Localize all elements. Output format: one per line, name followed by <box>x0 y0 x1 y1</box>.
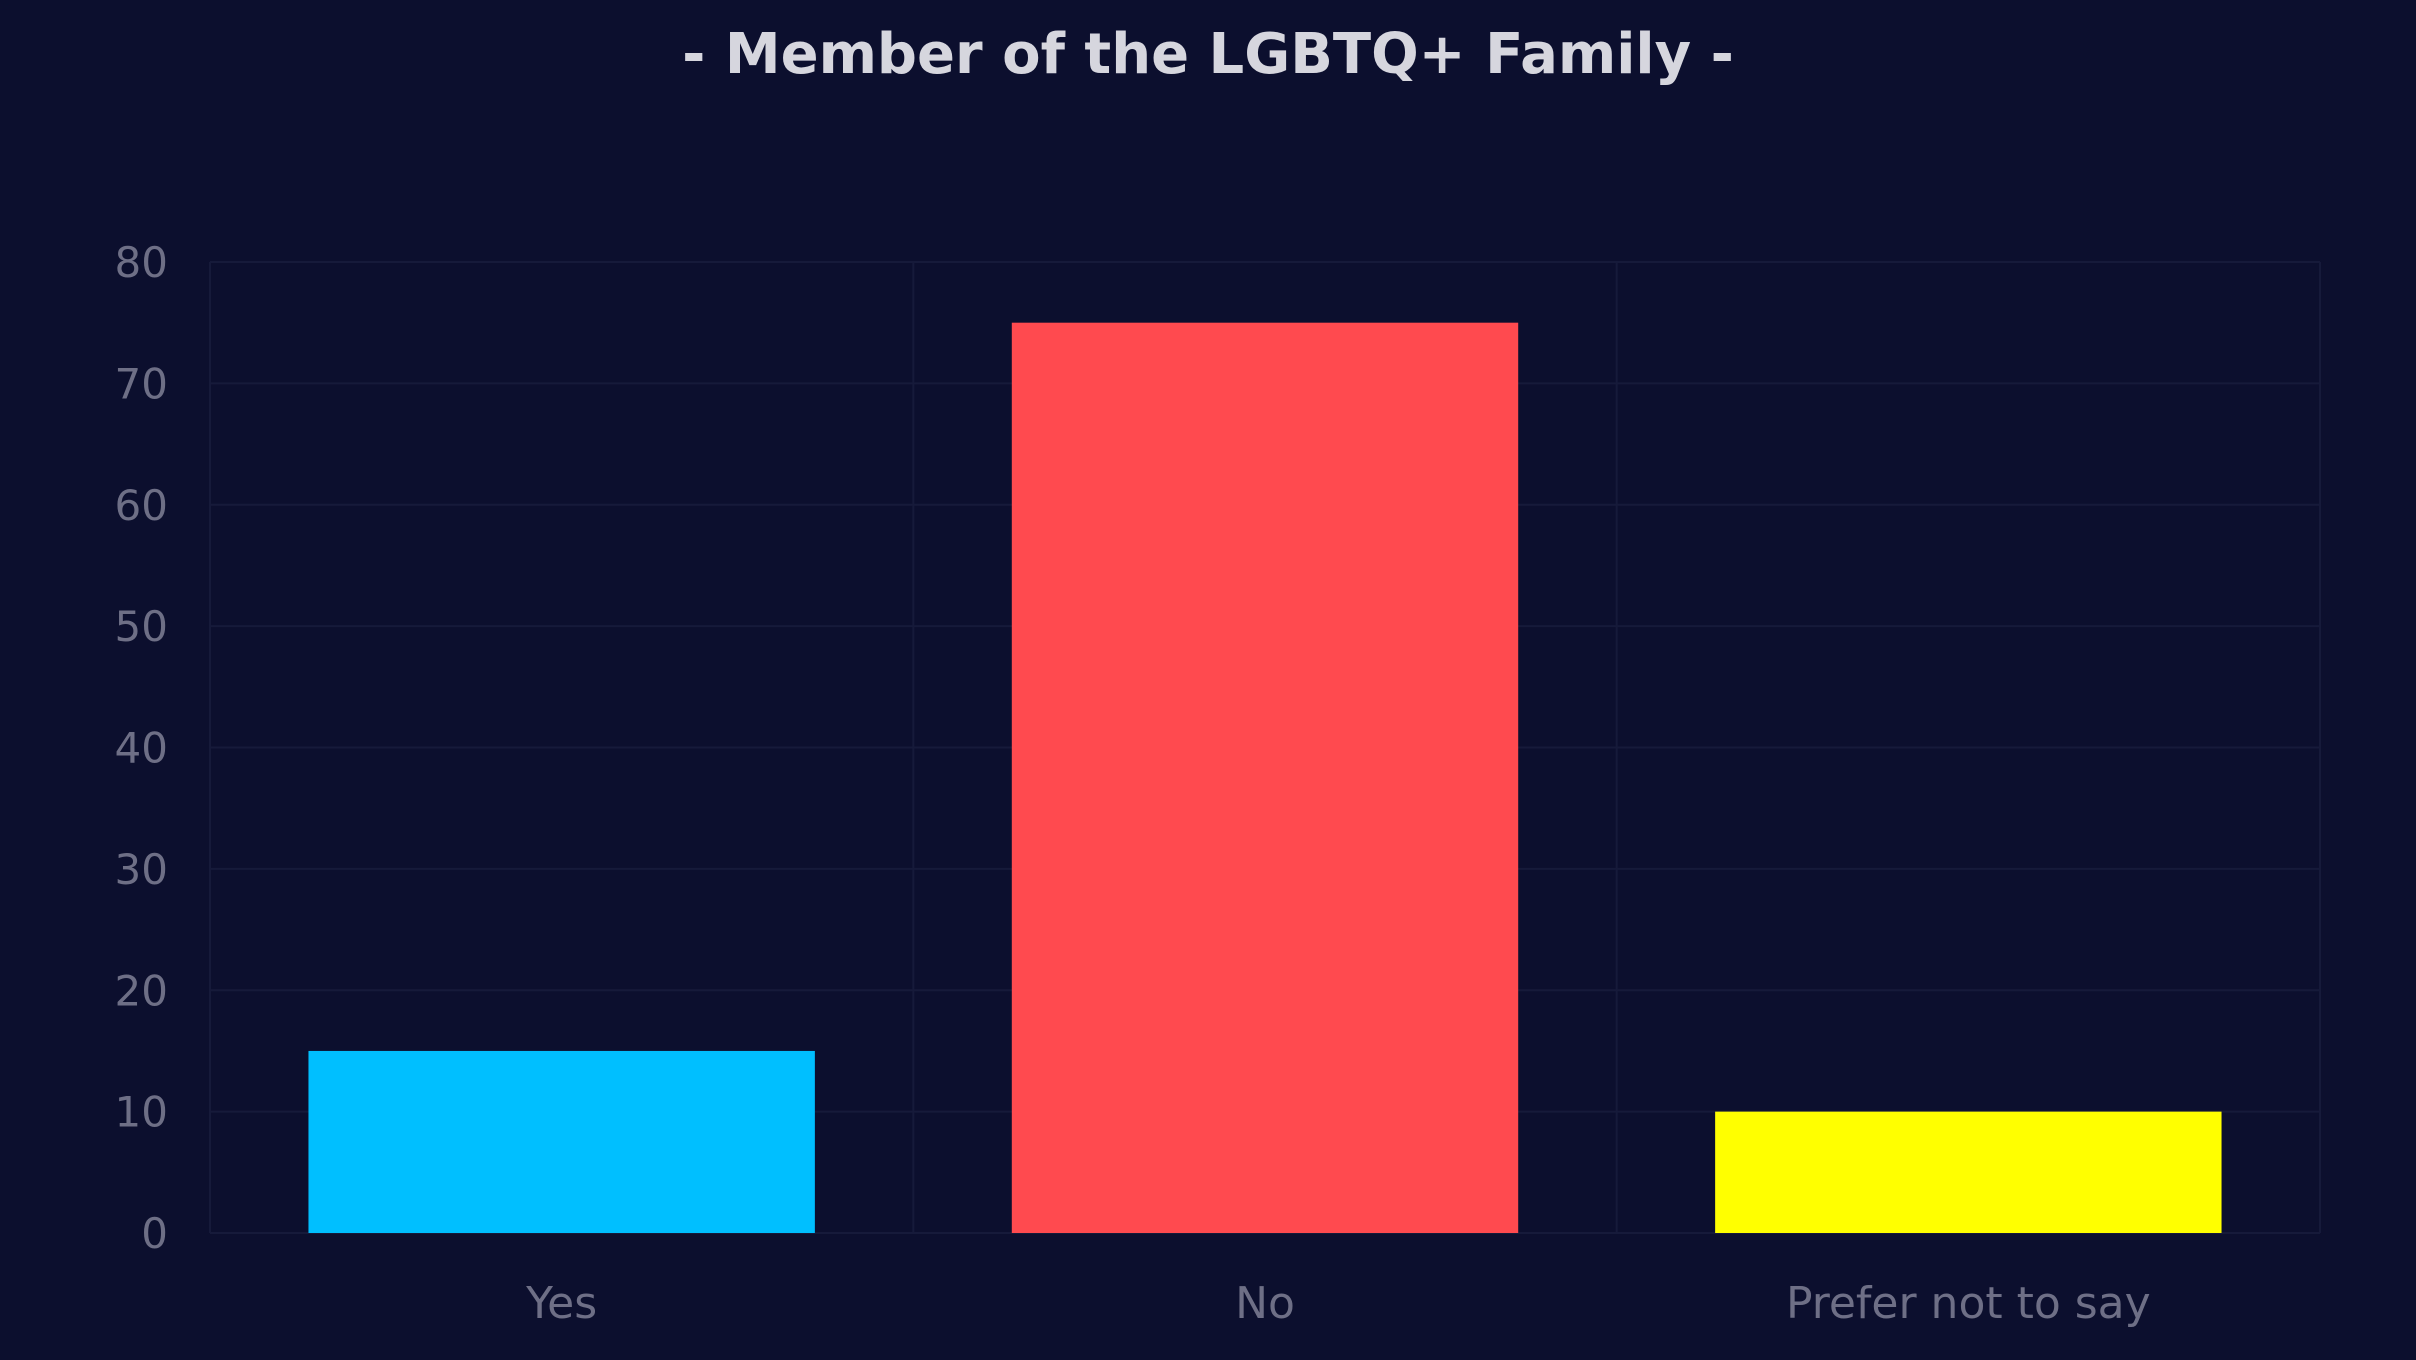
y-tick-label-30: 30 <box>115 845 168 894</box>
y-tick-label-40: 40 <box>115 724 168 773</box>
y-tick-label-20: 20 <box>115 966 168 1015</box>
x-axis-labels: Yes No Prefer not to say <box>525 1278 2151 1329</box>
chart-title: - Member of the LGBTQ+ Family - <box>682 22 1734 87</box>
x-tick-label-yes: Yes <box>525 1278 597 1329</box>
x-tick-label-prefer-not-to-say: Prefer not to say <box>1786 1278 2151 1329</box>
y-axis-ticks: 0 10 20 30 40 50 60 70 80 <box>115 238 168 1258</box>
y-tick-label-0: 0 <box>141 1209 168 1258</box>
y-tick-label-50: 50 <box>115 602 168 651</box>
y-tick-label-80: 80 <box>115 238 168 287</box>
x-tick-label-no: No <box>1235 1278 1295 1329</box>
y-tick-label-60: 60 <box>115 481 168 530</box>
y-tick-label-10: 10 <box>115 1088 168 1137</box>
bar-prefer-not-to-say <box>1715 1111 2222 1233</box>
bar-yes <box>308 1050 815 1233</box>
y-tick-label-70: 70 <box>115 359 168 408</box>
bars <box>308 322 2222 1233</box>
bar-no <box>1011 322 1519 1233</box>
